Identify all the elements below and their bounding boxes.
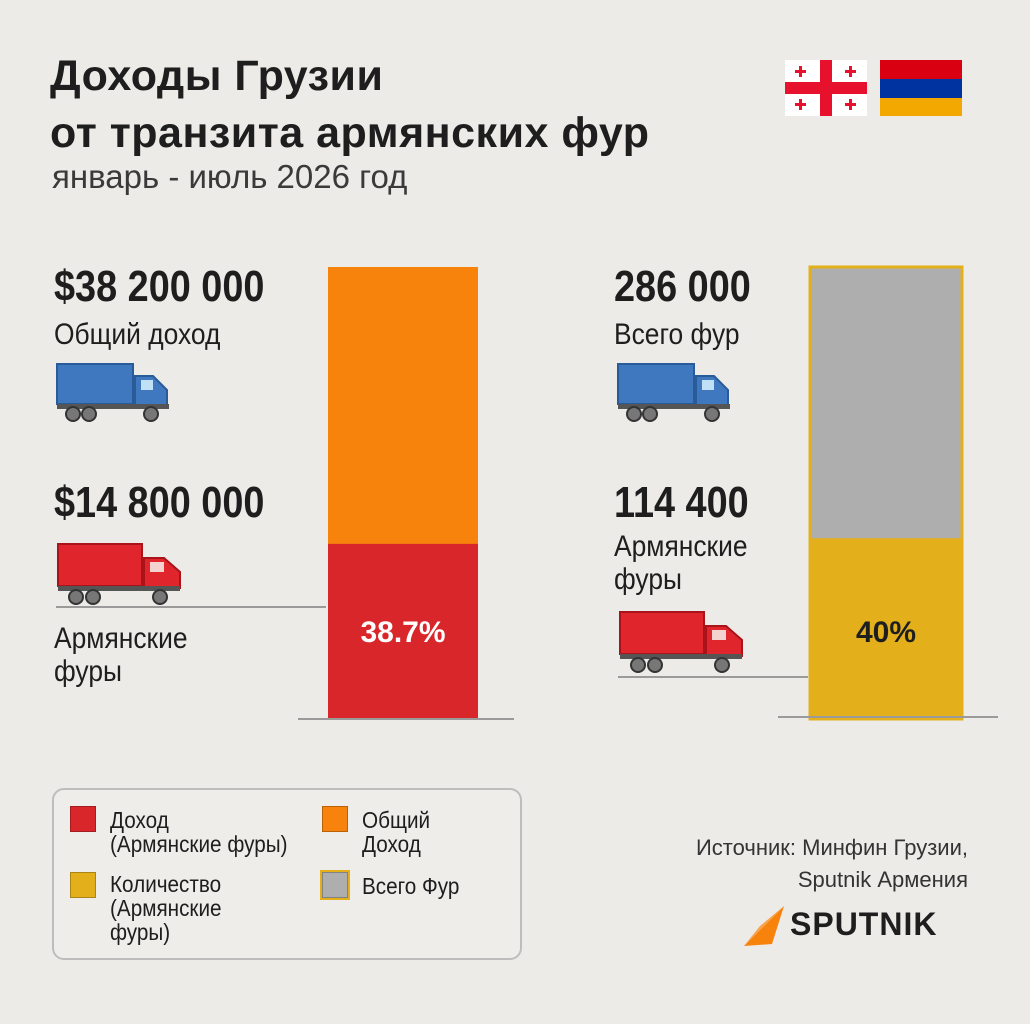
total-revenue-label: Общий доход: [54, 318, 221, 351]
revenue-baseline: [298, 718, 514, 720]
legend-swatch-revenue-armenian: [70, 806, 96, 832]
blue-truck-icon: [617, 363, 730, 422]
title-line-1: Доходы Грузии: [50, 52, 384, 100]
brand-logo-text: SPUTNIK: [790, 906, 938, 942]
trucks-baseline: [778, 716, 998, 718]
total-trucks-value: 286 000: [614, 262, 751, 311]
legend-item-count-armenian: Количество (Армянские фуры): [110, 872, 222, 944]
legend-text: фуры): [110, 919, 171, 945]
legend-text: Доход: [110, 807, 169, 833]
legend-swatch-revenue-total: [322, 806, 348, 832]
armenian-revenue-value: $14 800 000: [54, 478, 265, 527]
total-revenue-value: $38 200 000: [54, 262, 265, 311]
legend-item-revenue-armenian: Доход (Армянские фуры): [110, 808, 288, 856]
armenian-revenue-leader-line: [56, 606, 326, 608]
revenue-percent-label: 38.7%: [360, 616, 446, 649]
total-trucks-label: Всего фур: [614, 318, 740, 351]
legend-item-revenue-total: Общий Доход: [362, 808, 430, 856]
title-line-2: от транзита армянских фур: [50, 109, 650, 157]
trucks-bar-chart: [778, 265, 998, 721]
blue-truck-icon: [56, 363, 169, 422]
red-truck-icon: [57, 543, 181, 605]
sputnik-logo-icon: [744, 906, 784, 946]
armenian-trucks-leader-line: [618, 676, 808, 678]
revenue-bar-chart: [298, 267, 514, 720]
legend-text: (Армянские фуры): [110, 831, 288, 857]
source-line: Sputnik Армения: [797, 867, 968, 892]
chart-title: Доходы Грузии от транзита армянских фур: [50, 48, 650, 162]
legend-item-count-total: Всего Фур: [362, 873, 460, 899]
source-line: Источник: Минфин Грузии,: [695, 835, 968, 860]
red-truck-icon: [619, 611, 743, 673]
chart-subtitle: январь - июль 2026 год: [52, 158, 408, 195]
armenian-trucks-label: Армянские фуры: [614, 530, 748, 596]
legend: [52, 788, 522, 960]
georgia-flag-icon: [785, 60, 867, 116]
legend-text: Доход: [362, 831, 421, 857]
legend-swatch-count-total: [320, 870, 350, 900]
armenian-revenue-label: Армянские фуры: [54, 622, 188, 688]
legend-text: Количество: [110, 871, 222, 897]
armenia-flag-icon: [880, 60, 962, 116]
legend-text: (Армянские: [110, 895, 222, 921]
trucks-armenian-bar: [810, 538, 962, 719]
legend-text: Общий: [362, 807, 431, 833]
legend-swatch-count-armenian: [70, 872, 96, 898]
armenian-trucks-value: 114 400: [614, 478, 749, 527]
trucks-percent-label: 40%: [855, 616, 917, 649]
revenue-armenian-bar: [328, 543, 478, 719]
source-note: Источник: Минфин Грузии, Sputnik Армения: [696, 832, 968, 896]
